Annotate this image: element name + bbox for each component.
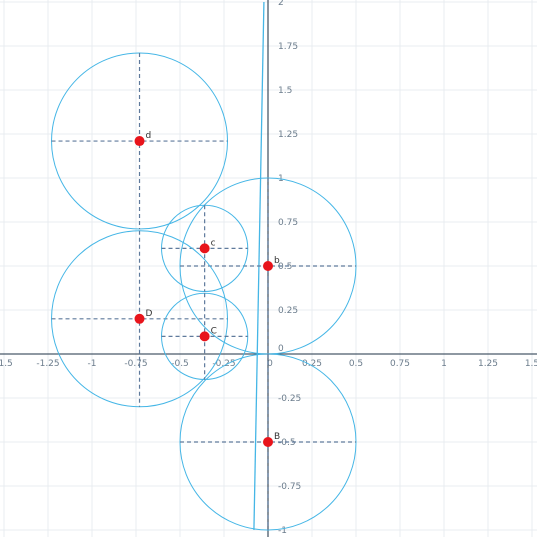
points-layer: d b c D C B <box>134 131 280 447</box>
y-tick-label: 1.5 <box>278 86 292 96</box>
x-tick-label: 0.5 <box>349 359 363 369</box>
x-tick-label: -0.25 <box>212 359 235 369</box>
point-label-D: D <box>146 309 153 319</box>
origin-x-label: 0 <box>267 359 273 369</box>
point-c-lower[interactable] <box>199 243 210 254</box>
y-tick-label: -0.75 <box>278 482 301 492</box>
point-B[interactable] <box>263 437 273 447</box>
y-tick-label: 0.75 <box>278 218 298 228</box>
x-tick-label: 0.75 <box>390 359 410 369</box>
x-tick-label: -0.5 <box>171 359 189 369</box>
x-tick-label: -0.75 <box>124 359 147 369</box>
y-tick-label: 0.25 <box>278 306 298 316</box>
origin-y-label: 0 <box>278 344 284 354</box>
point-label-d: d <box>146 131 152 141</box>
point-label-b: b <box>274 256 280 266</box>
point-label-B: B <box>274 432 280 442</box>
y-tick-label: 1.25 <box>278 130 298 140</box>
x-tick-label: -1.25 <box>36 359 59 369</box>
y-tick-label: 2 <box>278 0 284 8</box>
x-tick-label: 1.5 <box>525 359 537 369</box>
point-D[interactable] <box>134 313 145 324</box>
y-tick-label: -0.25 <box>278 394 301 404</box>
y-tick-label: -1 <box>278 526 287 536</box>
y-tick-label: 0.5 <box>278 262 292 272</box>
x-tick-label: -1 <box>88 359 97 369</box>
y-tick-label: -0.5 <box>278 438 296 448</box>
x-tick-label: 0.25 <box>302 359 322 369</box>
point-label-c-lower: c <box>211 238 216 248</box>
y-tick-label: 1.75 <box>278 42 298 52</box>
point-label-C: C <box>211 326 217 336</box>
point-b[interactable] <box>263 261 273 271</box>
x-tick-label: 1.25 <box>478 359 498 369</box>
point-d[interactable] <box>134 136 145 147</box>
x-tick-label: 1 <box>441 359 447 369</box>
x-tick-label: -1.5 <box>0 359 13 369</box>
point-C[interactable] <box>199 331 210 342</box>
